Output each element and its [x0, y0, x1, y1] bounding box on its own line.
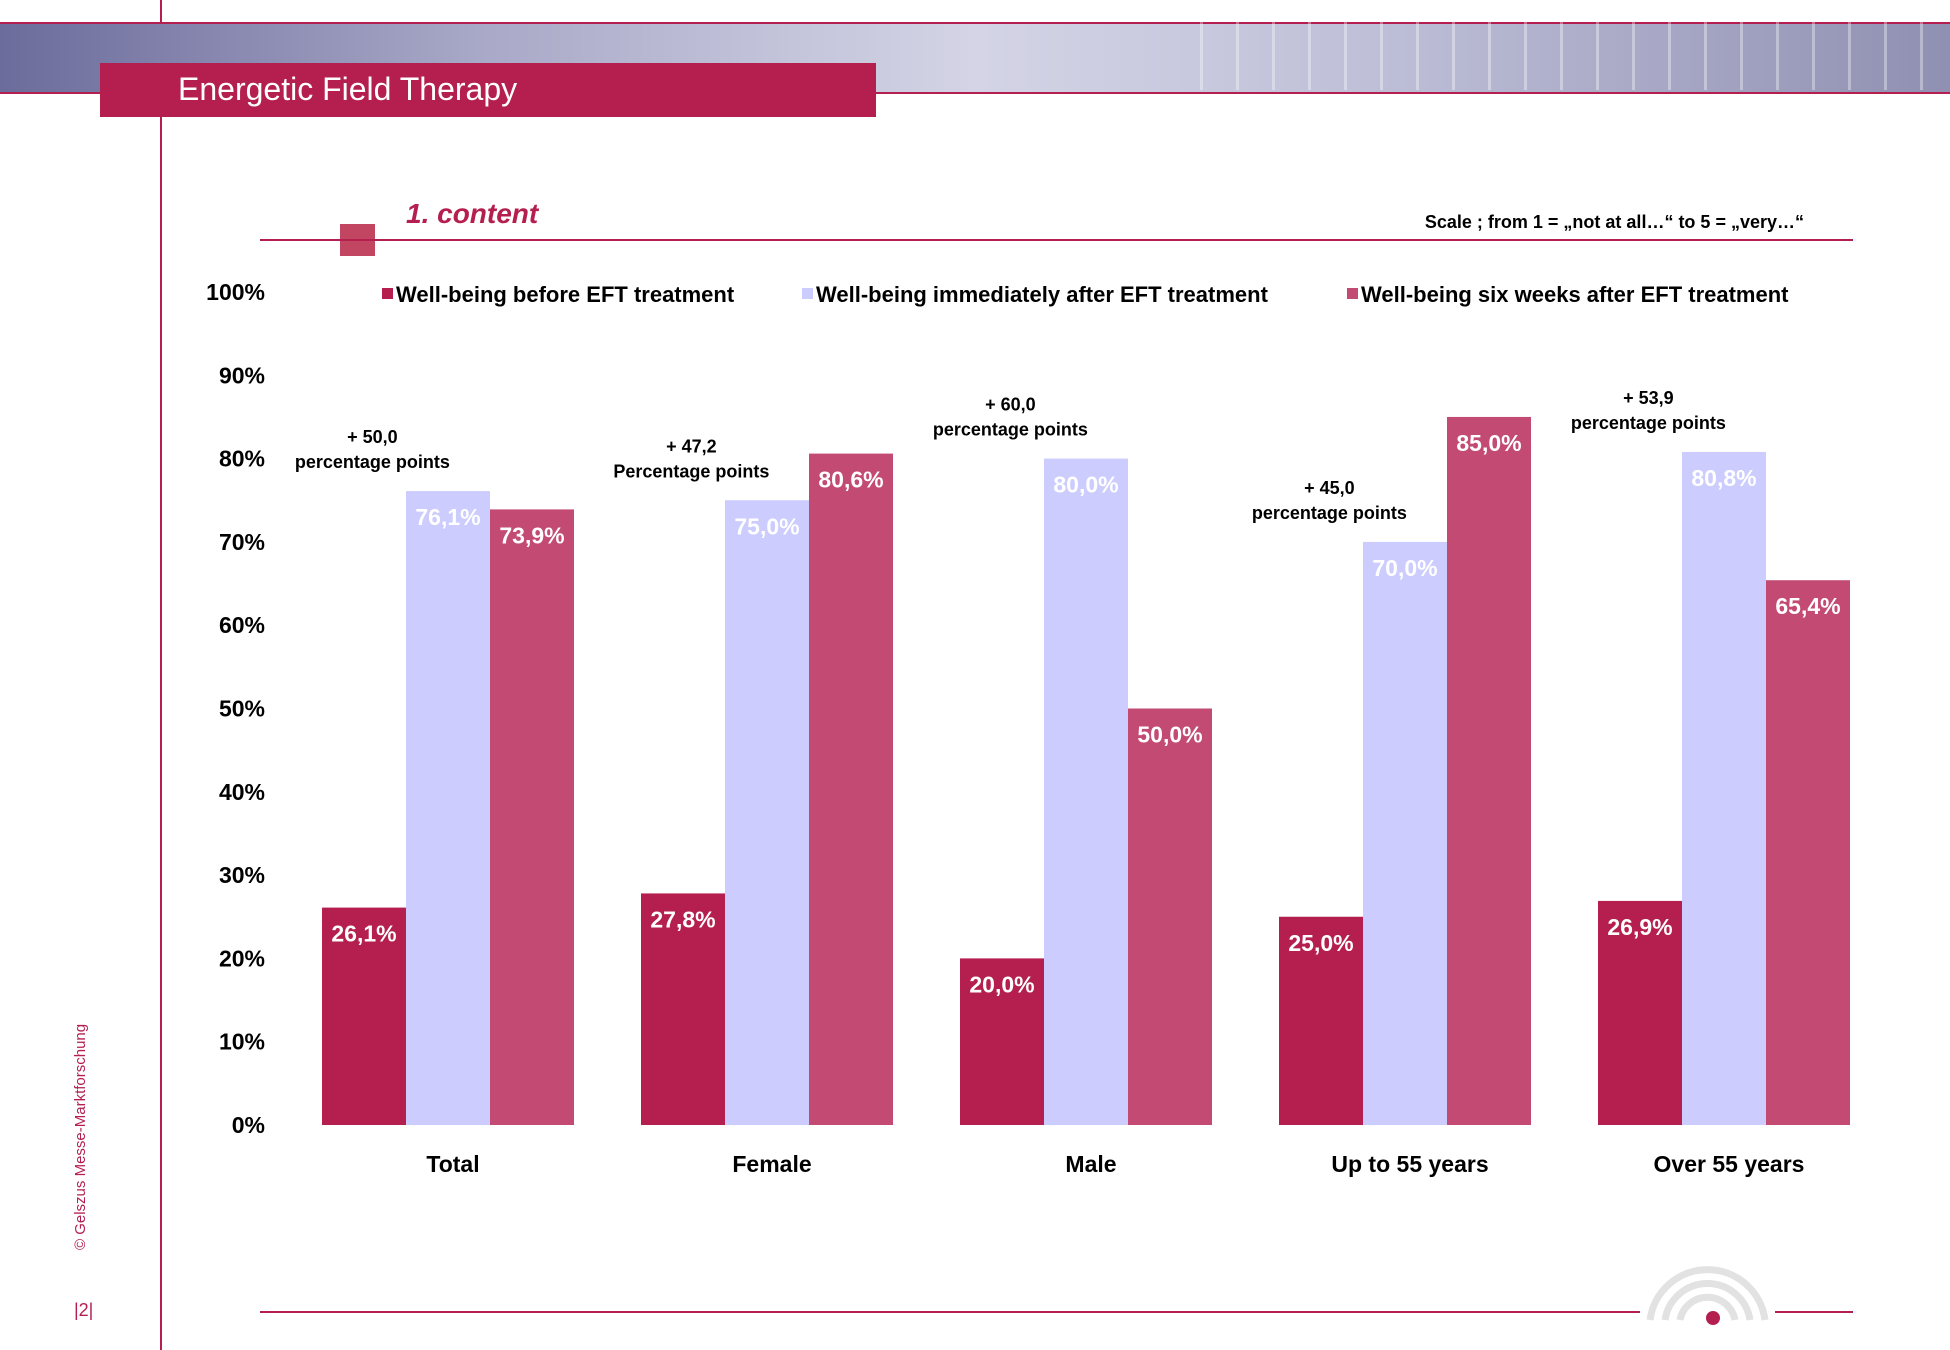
bar [1044, 458, 1128, 1126]
y-tick-label: 0% [232, 1112, 265, 1138]
legend-swatch [1347, 288, 1358, 299]
annotation-value: + 45,0 [1304, 478, 1355, 498]
data-label: 76,1% [415, 504, 480, 530]
bar [960, 958, 1044, 1125]
bar [1363, 541, 1447, 1125]
x-tick-label: Up to 55 years [1331, 1151, 1488, 1177]
chart-legend: Well-being before EFT treatment Well-bein… [382, 282, 1789, 307]
bar [322, 907, 406, 1125]
bar [490, 509, 574, 1126]
legend-label: Well-being six weeks after EFT treatment [1361, 282, 1789, 307]
y-tick-label: 20% [219, 945, 265, 971]
copyright-text: © Gelszus Messe-Marktforschung [72, 1023, 89, 1250]
bar [1447, 416, 1531, 1125]
title-bar: Energetic Field Therapy [100, 63, 876, 117]
bar [809, 453, 893, 1125]
data-label: 80,0% [1053, 472, 1118, 498]
data-label: 25,0% [1288, 930, 1353, 956]
data-label: 50,0% [1137, 722, 1202, 748]
x-tick-label: Male [1065, 1151, 1116, 1177]
bar [725, 500, 809, 1125]
legend-swatch [382, 288, 393, 299]
y-tick-label: 10% [219, 1029, 265, 1055]
y-tick-label: 90% [219, 362, 265, 388]
y-tick-label: 40% [219, 779, 265, 805]
bar [1766, 580, 1850, 1125]
annotation-value: + 60,0 [985, 395, 1036, 415]
y-axis: 0% 10% 20% 30% 40% 50% 60% 70% 80% 90% 100% [206, 279, 265, 1138]
annotation-text: percentage points [933, 420, 1088, 440]
data-label: 65,4% [1775, 593, 1840, 619]
header-banner-pattern [1200, 22, 1950, 90]
x-tick-label: Total [426, 1151, 479, 1177]
data-label: 26,1% [331, 921, 396, 947]
annotation-text: percentage points [1252, 503, 1407, 523]
bar [1682, 451, 1766, 1125]
data-label: 20,0% [969, 971, 1034, 997]
y-tick-label: 50% [219, 696, 265, 722]
legend-label: Well-being immediately after EFT treatme… [816, 282, 1269, 307]
data-label: 85,0% [1456, 430, 1521, 456]
bar [1279, 916, 1363, 1125]
y-tick-label: 70% [219, 529, 265, 555]
left-accent-line [160, 0, 162, 1350]
bars: 26,1% 76,1% 73,9% 27,8% 75,0% 80,6% 20,0% 80,0%… [322, 416, 1850, 1126]
annotation-text: Percentage points [613, 461, 769, 481]
legend-label: Well-being before EFT treatment [396, 282, 735, 307]
y-tick-label: 60% [219, 612, 265, 638]
x-axis: Total Female Male Up to 55 years Over 55 yea… [426, 1151, 1804, 1177]
legend-swatch [802, 288, 813, 299]
bar [1128, 708, 1212, 1125]
x-tick-label: Female [732, 1151, 811, 1177]
footer-divider [260, 1311, 1853, 1313]
y-tick-label: 100% [206, 279, 265, 305]
data-label: 75,0% [734, 513, 799, 539]
page-number: |2| [74, 1300, 94, 1320]
data-label: 26,9% [1607, 914, 1672, 940]
scale-note: Scale ; from 1 = „not at all…“ to 5 = „v… [1424, 212, 1804, 232]
data-label: 80,8% [1691, 465, 1756, 491]
annotation-text: percentage points [295, 452, 450, 472]
annotation-value: + 47,2 [666, 436, 717, 456]
x-tick-label: Over 55 years [1654, 1151, 1805, 1177]
section-divider [260, 239, 1853, 241]
data-label: 80,6% [818, 467, 883, 493]
annotations: + 50,0 percentage points + 47,2 Percentage … [295, 388, 1726, 523]
bar [641, 893, 725, 1125]
annotation-value: + 50,0 [347, 427, 398, 447]
y-tick-label: 30% [219, 862, 265, 888]
y-tick-label: 80% [219, 446, 265, 472]
bar [1598, 900, 1682, 1125]
page-title: Energetic Field Therapy [178, 71, 518, 107]
data-label: 27,8% [650, 906, 715, 932]
company-logo [1640, 1250, 1775, 1330]
annotation-text: percentage points [1571, 413, 1726, 433]
bar [406, 491, 490, 1125]
data-label: 70,0% [1372, 555, 1437, 581]
annotation-value: + 53,9 [1623, 388, 1674, 408]
data-label: 73,9% [499, 522, 564, 548]
section-subtitle: 1. content [406, 198, 539, 229]
